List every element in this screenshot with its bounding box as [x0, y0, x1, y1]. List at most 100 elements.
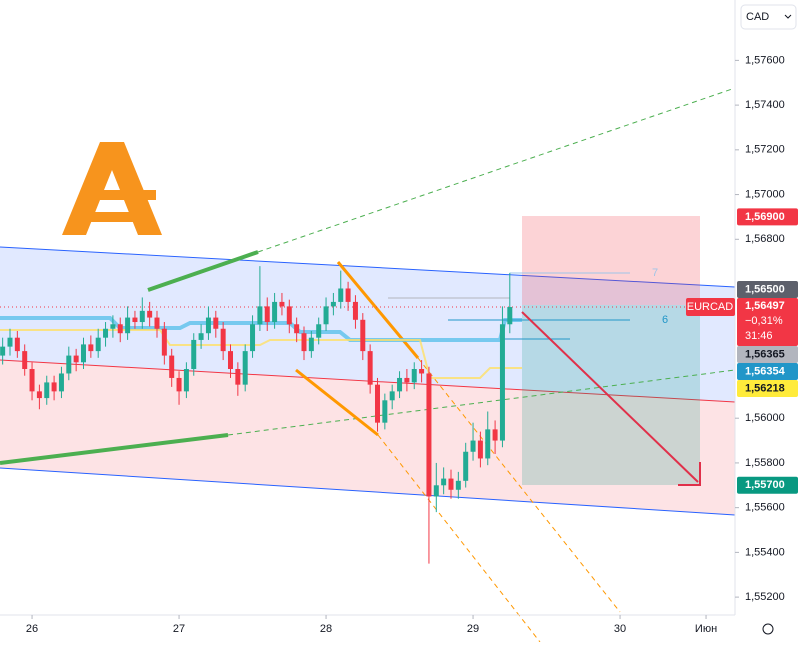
candle-body: [279, 301, 285, 307]
candle-body: [58, 373, 64, 392]
candle-body: [477, 440, 483, 459]
candle-body: [360, 319, 366, 352]
candle-body: [389, 391, 395, 401]
candle-body: [272, 301, 278, 323]
last-price-box: [737, 298, 798, 347]
candle-body: [433, 485, 439, 497]
candle-body: [264, 306, 270, 323]
marker-label: 7: [652, 267, 658, 279]
y-tick-label: 1,56800: [745, 233, 785, 245]
candle-body: [301, 333, 307, 352]
candle-body: [308, 337, 314, 352]
x-tick-label: 29: [467, 623, 479, 635]
price-label: 1,56365: [745, 348, 785, 360]
candle-body: [95, 337, 101, 352]
candle-body: [213, 317, 219, 329]
candle-body: [499, 324, 505, 441]
candle-body: [147, 310, 153, 318]
candle-body: [286, 306, 292, 325]
candle-body: [470, 440, 476, 452]
channel-line: [0, 246, 736, 288]
candle-body: [0, 346, 6, 356]
y-tick-label: 1,55800: [745, 457, 785, 469]
currency-button[interactable]: [740, 4, 797, 30]
candle-body: [257, 306, 263, 325]
arrow: [521, 311, 699, 483]
clock-icon[interactable]: [762, 623, 774, 635]
candle-body: [242, 351, 248, 385]
candle-body: [338, 288, 344, 302]
candle-body: [73, 355, 79, 363]
candle-body: [316, 324, 322, 338]
candle-body: [198, 333, 204, 340]
candle-body: [154, 317, 160, 329]
candle-body: [485, 429, 491, 459]
price-change: −0,31%: [745, 315, 783, 327]
channel-mid: [0, 359, 736, 403]
candle-body: [80, 344, 86, 363]
candle-body: [110, 324, 116, 329]
candle-body: [448, 478, 454, 490]
candle-body: [426, 373, 432, 497]
logo-bar: [78, 212, 150, 222]
candle-body: [125, 317, 131, 334]
symbol-label: EURCAD: [687, 301, 734, 313]
last-price: 1,56497: [745, 300, 785, 312]
candle-body: [352, 301, 358, 320]
candle-body: [374, 384, 380, 423]
dropdown-icon[interactable]: [784, 14, 792, 19]
candle-body: [14, 337, 20, 352]
candle-body: [323, 306, 329, 325]
candle-body: [117, 324, 123, 334]
candle-body: [44, 382, 50, 399]
candle-body: [330, 301, 336, 307]
candle-body: [7, 337, 13, 347]
y-tick-label: 1,55600: [745, 502, 785, 514]
candle-body: [294, 324, 300, 334]
y-tick-label: 1,57200: [745, 144, 785, 156]
trend-ext: [257, 87, 736, 253]
price-label-box: [737, 380, 798, 398]
bar-countdown: 31:46: [745, 330, 773, 342]
candle-body: [191, 339, 197, 369]
candle-body: [419, 369, 425, 374]
y-tick-label: 1,56000: [745, 412, 785, 424]
currency-label[interactable]: CAD: [746, 11, 769, 23]
price-label: 1,56900: [745, 211, 785, 223]
marker-label: 6: [662, 314, 668, 326]
candle-body: [183, 369, 189, 392]
flag-ext: [417, 357, 621, 613]
candle-body: [88, 344, 94, 352]
candle-body: [51, 382, 57, 392]
price-labels: 1,56900 1,56500 1,56365 1,56354 1,56218 1,557…: [686, 208, 798, 494]
y-tick-label: 1,57600: [745, 54, 785, 66]
channel-lower: [0, 360, 735, 515]
candle-body: [29, 369, 35, 392]
y-tick-label: 1,55200: [745, 591, 785, 603]
candle-body: [397, 377, 403, 392]
candle-body: [139, 310, 145, 323]
y-tick-label: 1,57400: [745, 99, 785, 111]
price-label: 1,56354: [745, 365, 786, 377]
price-label-box: [737, 476, 798, 494]
candle-body: [227, 351, 233, 369]
candles: [0, 266, 513, 564]
price-label-box: [737, 281, 798, 299]
candle-body: [404, 377, 410, 383]
candle-body: [455, 480, 461, 490]
channel-upper: [0, 247, 735, 402]
candle-body: [132, 317, 138, 323]
candle-body: [176, 377, 182, 392]
price-label-box: [737, 346, 798, 364]
stop-zone: [522, 216, 700, 305]
x-tick-label: 26: [26, 623, 38, 635]
price-label-box: [737, 363, 798, 381]
candle-body: [507, 307, 513, 325]
drawings: 7 6: [0, 87, 736, 643]
candle-body: [250, 324, 256, 352]
candle-body: [411, 369, 417, 383]
candle-body: [235, 369, 241, 385]
y-tick-label: 1,57000: [745, 188, 785, 200]
price-label: 1,56218: [745, 382, 785, 394]
candle-body: [103, 328, 109, 338]
